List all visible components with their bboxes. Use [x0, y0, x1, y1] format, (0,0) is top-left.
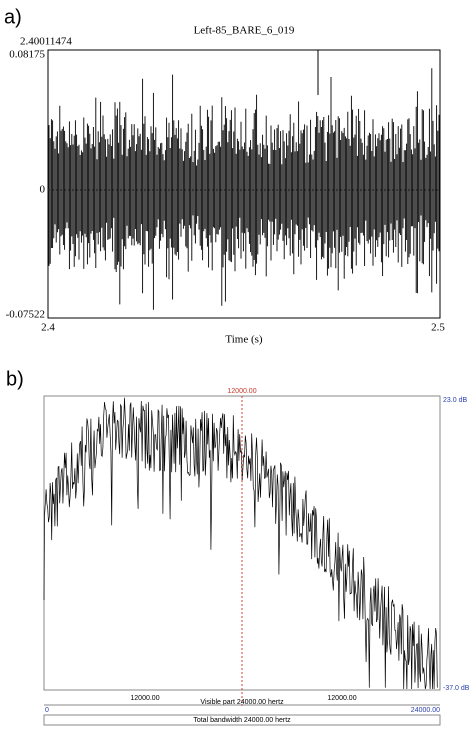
waveform-trace	[48, 68, 440, 310]
cursor-freq: 12000.00	[227, 388, 256, 395]
waveform-frame	[47, 49, 441, 319]
visible-part: Visible part 24000.00 hertz	[200, 699, 284, 706]
bottom-db: -37.0 dB	[443, 685, 470, 692]
y-max: 0.08175	[9, 49, 45, 61]
panel-label: a)	[4, 6, 22, 28]
x-label: Time (s)	[225, 334, 263, 346]
x-max: 2.5	[431, 322, 445, 334]
start-freq: 0	[45, 707, 49, 714]
total-bandwidth: Total bandwidth 24000.00 hertz	[193, 717, 291, 724]
left-freq: 12000.00	[130, 695, 159, 702]
y-zero: 0	[40, 184, 46, 196]
spectrum	[43, 397, 438, 690]
cursor-time: 2.40011474	[20, 36, 72, 48]
title: Left-85_BARE_6_019	[194, 25, 295, 37]
x-min: 2.4	[41, 322, 55, 334]
spectrum-trace	[43, 397, 438, 690]
total-box	[43, 714, 441, 726]
waveform	[48, 68, 440, 310]
right-freq: 12000.00	[327, 695, 356, 702]
top-db: 23.0 dB	[443, 397, 467, 404]
y-min: -0.07522	[6, 309, 45, 321]
end-freq: 24000.00	[411, 707, 440, 714]
panel-label: b)	[6, 368, 24, 390]
